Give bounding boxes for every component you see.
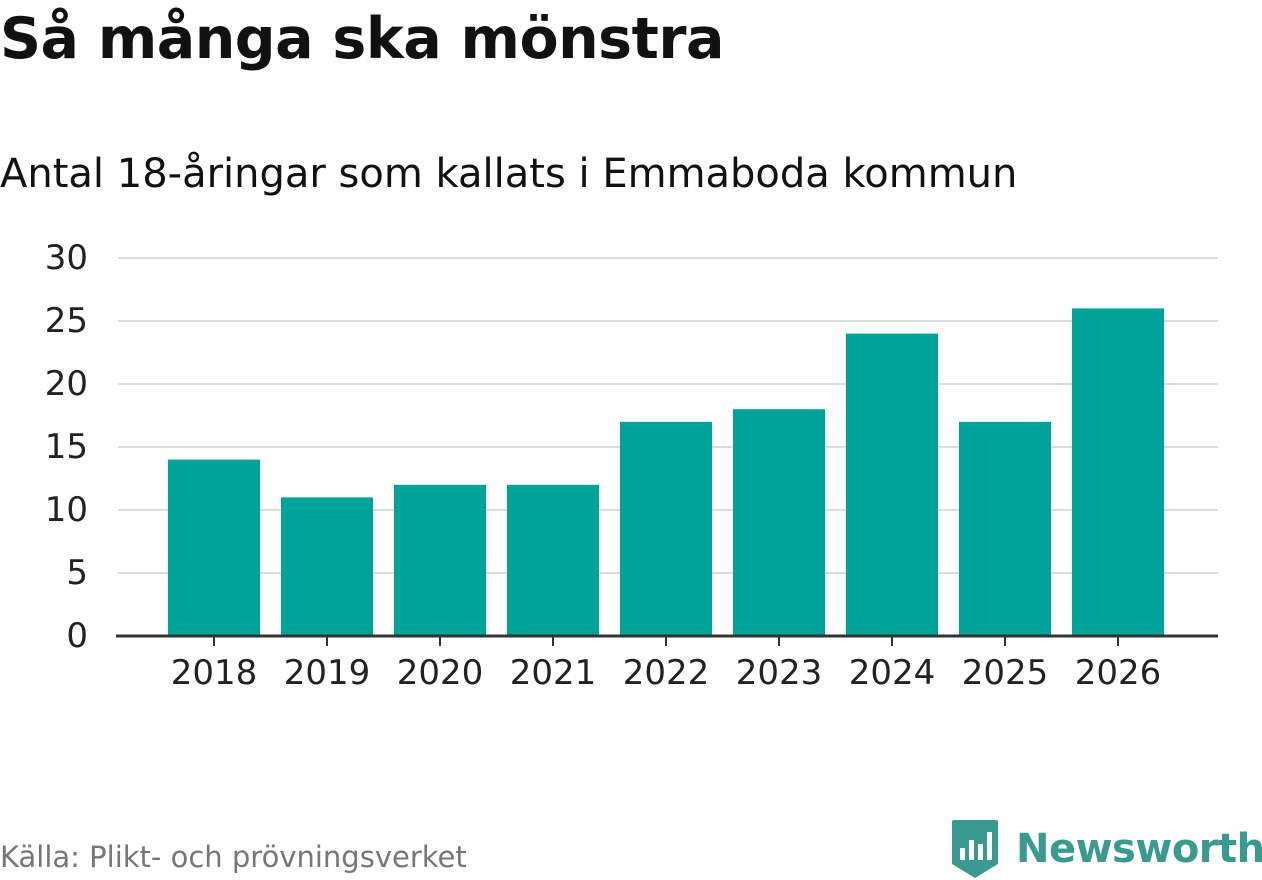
y-tick-label: 5 xyxy=(66,553,88,593)
y-tick-label: 25 xyxy=(45,301,88,341)
x-axis-ticks: 2018 2019 2020 2021 2022 2023 2024 2025 2026 xyxy=(171,636,1162,693)
x-tick-label: 2023 xyxy=(736,653,823,693)
y-tick-label: 20 xyxy=(45,364,88,404)
brand-logo: Newsworthy xyxy=(950,818,1262,880)
bar-2026 xyxy=(1072,308,1164,636)
bar-2023 xyxy=(733,409,825,636)
bar-2025 xyxy=(959,421,1051,636)
newsworthy-logo-icon xyxy=(952,820,998,878)
bar-2020 xyxy=(394,484,486,636)
x-tick-label: 2021 xyxy=(510,653,597,693)
x-tick-label: 2018 xyxy=(171,653,258,693)
y-tick-label: 0 xyxy=(66,616,88,656)
x-tick-label: 2020 xyxy=(397,653,484,693)
x-tick-label: 2024 xyxy=(849,653,936,693)
y-axis-ticks: 0 5 10 15 20 25 30 xyxy=(45,238,88,656)
bar-2021 xyxy=(507,484,599,636)
brand-name: Newsworthy xyxy=(1016,826,1262,872)
y-tick-label: 10 xyxy=(45,490,88,530)
bar-2024 xyxy=(846,333,938,636)
chart-title: Så många ska mönstra xyxy=(0,6,724,72)
chart-subtitle: Antal 18-åringar som kallats i Emmaboda … xyxy=(0,151,1018,197)
x-tick-label: 2026 xyxy=(1075,653,1162,693)
bar-2022 xyxy=(620,421,712,636)
x-tick-label: 2019 xyxy=(284,653,371,693)
x-tick-label: 2025 xyxy=(962,653,1049,693)
bar-2019 xyxy=(281,497,373,636)
y-tick-label: 30 xyxy=(45,238,88,278)
y-tick-label: 15 xyxy=(45,427,88,467)
source-note: Källa: Plikt- och prövningsverket xyxy=(0,840,467,874)
x-tick-label: 2022 xyxy=(623,653,710,693)
bar-2018 xyxy=(168,459,260,636)
bars xyxy=(168,308,1164,636)
